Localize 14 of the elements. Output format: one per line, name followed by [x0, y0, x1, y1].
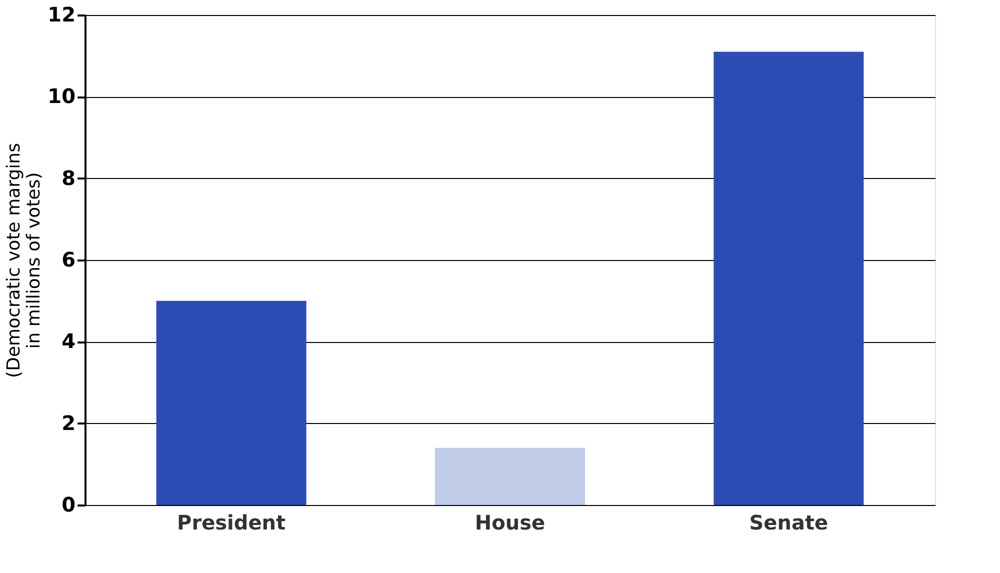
y-tick-label: 4 — [62, 329, 76, 354]
bar — [156, 300, 306, 505]
y-tick-label: 12 — [48, 2, 76, 26]
x-tick-label: Senate — [749, 510, 828, 534]
y-tick-label: 10 — [48, 84, 76, 108]
y-tick-label: 6 — [62, 248, 76, 272]
bar — [714, 52, 864, 505]
y-tick-label: 0 — [62, 492, 76, 516]
y-tick-label: 8 — [62, 166, 76, 190]
x-tick-label: President — [177, 510, 286, 534]
y-axis-title: (Democratic vote margins in millions of votes) — [4, 143, 45, 378]
x-tick-label: House — [474, 510, 546, 534]
y-tick-label: 2 — [62, 410, 76, 435]
bar — [435, 448, 585, 505]
